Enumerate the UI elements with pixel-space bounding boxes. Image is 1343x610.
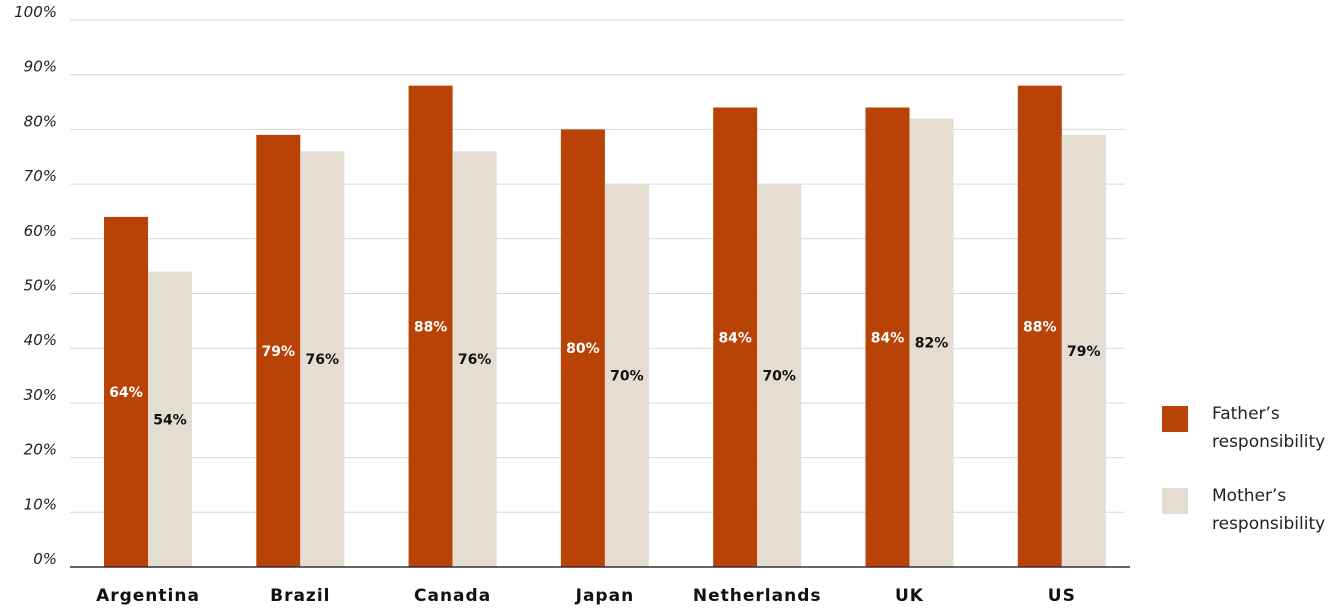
- bar-father-argentina: [104, 216, 148, 568]
- y-tick-label: 50%: [24, 277, 57, 295]
- bars: [104, 85, 1106, 568]
- data-label-father-uk: 84%: [871, 330, 905, 346]
- bar-mother-canada: [452, 151, 497, 567]
- y-tick-label: 20%: [24, 441, 57, 459]
- y-tick-label: 100%: [14, 3, 57, 21]
- legend: Father’s responsibility Mother’s respons…: [1162, 400, 1342, 564]
- legend-label-mother: Mother’s responsibility: [1212, 486, 1326, 534]
- x-tick-label-uk: UK: [895, 586, 924, 606]
- data-label-mother-argentina: 54%: [153, 412, 187, 428]
- data-label-mother-japan: 70%: [610, 369, 644, 385]
- data-label-father-japan: 80%: [566, 341, 600, 357]
- x-tick-label-brazil: Brazil: [270, 586, 330, 606]
- data-label-mother-uk: 82%: [915, 336, 949, 352]
- y-tick-label: 80%: [24, 112, 57, 130]
- data-label-father-netherlands: 84%: [718, 330, 752, 346]
- data-label-mother-netherlands: 70%: [762, 369, 796, 385]
- y-tick-label: 10%: [24, 495, 57, 513]
- data-labels: 64% 54% 79% 76% 88% 76% 80% 70% 84% 70% 84% 82% 88% 7…: [109, 319, 1100, 428]
- y-tick-label: 60%: [24, 222, 57, 240]
- bar-father-us: [1017, 85, 1062, 567]
- legend-label-father: Father’s responsibility: [1212, 404, 1326, 452]
- bar-mother-uk: [909, 118, 954, 568]
- y-tick-label: 0%: [33, 550, 57, 568]
- data-label-father-canada: 88%: [414, 319, 448, 335]
- legend-swatch-father: [1162, 406, 1188, 432]
- data-label-father-brazil: 79%: [262, 344, 296, 360]
- y-tick-label: 30%: [24, 386, 57, 404]
- bar-mother-brazil: [300, 151, 345, 567]
- legend-item-mother: Mother’s responsibility: [1162, 482, 1342, 538]
- data-label-father-us: 88%: [1023, 319, 1057, 335]
- x-tick-label-us: US: [1048, 586, 1076, 606]
- y-tick-label: 70%: [24, 167, 57, 185]
- bar-father-uk: [865, 107, 910, 568]
- x-tick-label-netherlands: Netherlands: [693, 586, 822, 606]
- bar-mother-netherlands: [757, 184, 802, 567]
- x-tick-label-japan: Japan: [575, 586, 635, 606]
- y-tick-label: 90%: [24, 58, 57, 76]
- bar-father-brazil: [256, 134, 301, 567]
- y-tick-label: 40%: [24, 331, 57, 349]
- bar-mother-argentina: [148, 271, 192, 567]
- bar-father-japan: [560, 129, 605, 567]
- bar-father-netherlands: [713, 107, 758, 568]
- legend-swatch-mother: [1162, 488, 1188, 514]
- data-label-mother-brazil: 76%: [306, 352, 340, 368]
- bar-father-canada: [408, 85, 453, 567]
- x-axis-ticks: Argentina Brazil Canada Japan Netherlands UK U…: [96, 586, 1076, 606]
- x-tick-label-canada: Canada: [414, 586, 491, 606]
- legend-item-father: Father’s responsibility: [1162, 400, 1342, 456]
- y-axis-ticks: 0% 10% 20% 30% 40% 50% 60% 70% 80% 90% 100%: [14, 3, 57, 568]
- x-tick-label-argentina: Argentina: [96, 586, 200, 606]
- bar-mother-japan: [604, 184, 649, 567]
- data-label-father-argentina: 64%: [109, 385, 143, 401]
- data-label-mother-us: 79%: [1067, 344, 1101, 360]
- data-label-mother-canada: 76%: [458, 352, 492, 368]
- bar-mother-us: [1061, 134, 1106, 567]
